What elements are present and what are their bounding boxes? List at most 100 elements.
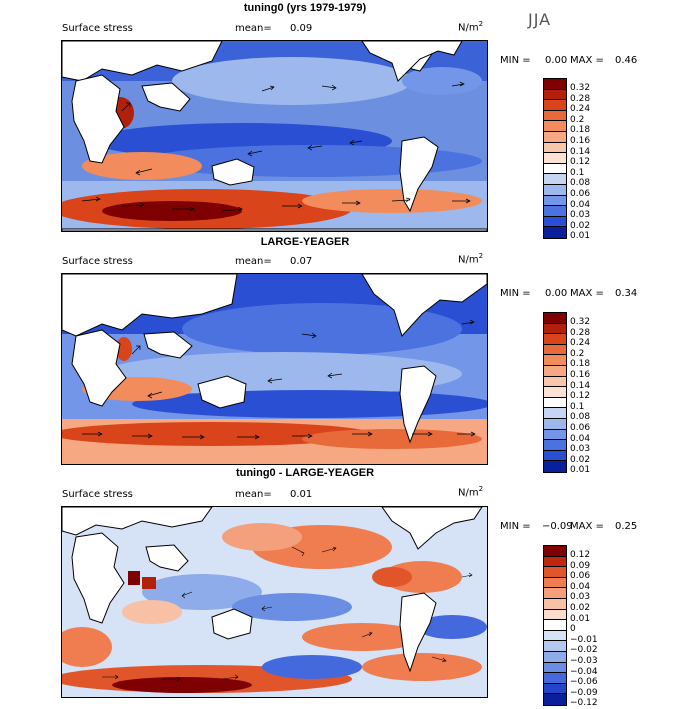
colorbar-swatch (544, 397, 566, 409)
panel-2-mean-value: 0.07 (290, 256, 313, 267)
panel-3-variable-label: Surface stress (62, 489, 133, 500)
colorbar-tick-label: 0.14 (570, 146, 591, 157)
colorbar-swatch (544, 673, 566, 684)
colorbar-swatch (544, 662, 566, 674)
colorbar-tick-label: 0.03 (570, 444, 591, 455)
colorbar-tick-label: 0.1 (570, 167, 585, 178)
panel-3-title: tuning0 - LARGE-YEAGER (235, 467, 375, 479)
colorbar-swatch (544, 100, 566, 111)
colorbar-tick-label: 0.1 (570, 401, 585, 412)
colorbar-tick-label: 0.08 (570, 178, 591, 189)
colorbar-tick-label: 0.03 (570, 592, 591, 603)
colorbar-swatch (544, 206, 566, 217)
colorbar-tick-label: 0.32 (570, 317, 591, 327)
panel-1-colorbar-labels: 0.32 0.28 0.24 0.2 0.18 0.16 0.14 0.12 0.1 0.08 0.… (570, 83, 590, 242)
colorbar-swatch (544, 153, 566, 164)
colorbar-tick-label: −0.01 (570, 634, 598, 645)
panel-2-variable-label: Surface stress (62, 256, 133, 267)
panel-1-map (61, 40, 488, 232)
colorbar-swatch (544, 131, 566, 143)
panel-3-min-value: −0.09 (542, 521, 573, 532)
panel-1-min-value: 0.00 (545, 55, 568, 66)
colorbar-swatch (544, 79, 566, 90)
colorbar-swatch (544, 89, 566, 101)
panel-1-map-graphic (62, 41, 487, 231)
panel-2-mean-label: mean= (235, 256, 272, 267)
colorbar-tick-label: −0.02 (570, 645, 598, 656)
panel-1-mean-label: mean= (235, 23, 272, 34)
panel-3-colorbar-labels: 0.12 0.09 0.06 0.04 0.03 0.02 0.01 0 −0.01 −0.02−… (570, 550, 598, 709)
colorbar-tick-label: 0.28 (570, 327, 591, 338)
colorbar-tick-label: 0.12 (570, 550, 591, 560)
colorbar-tick-label: 0.14 (570, 380, 591, 391)
colorbar-swatch (544, 184, 566, 196)
panel-3-min-label: MIN = (500, 521, 531, 532)
colorbar-tick-label: 0.06 (570, 188, 591, 199)
panel-1-max-value: 0.46 (615, 55, 638, 66)
colorbar-swatch (544, 609, 566, 621)
panel-2-title: LARGE-YEAGER (260, 236, 350, 248)
colorbar-swatch (544, 313, 566, 324)
colorbar-swatch (544, 355, 566, 366)
colorbar-swatch (544, 227, 566, 238)
colorbar-swatch (544, 408, 566, 419)
colorbar-swatch (544, 429, 566, 441)
season-label: JJA (528, 10, 552, 29)
panel-2-colorbar-labels: 0.32 0.28 0.24 0.2 0.18 0.16 0.14 0.12 0.1 0.08 0.… (570, 317, 590, 476)
colorbar-swatch (544, 461, 566, 472)
colorbar-swatch (544, 598, 566, 610)
colorbar-swatch (544, 683, 566, 695)
colorbar-tick-label: 0.04 (570, 433, 591, 444)
colorbar-tick-label: 0.01 (570, 465, 591, 476)
panel-1-mean-value: 0.09 (290, 23, 313, 34)
colorbar-swatch (544, 376, 566, 388)
colorbar-tick-label: 0.12 (570, 157, 591, 168)
colorbar-tick-label: 0.2 (570, 114, 585, 125)
colorbar-tick-label: 0.28 (570, 93, 591, 104)
colorbar-tick-label: 0.06 (570, 571, 591, 582)
colorbar-tick-label: −0.04 (570, 666, 598, 677)
colorbar-tick-label: 0.06 (570, 422, 591, 433)
panel-1-max-label: MAX = (570, 55, 604, 66)
colorbar-swatch (544, 630, 566, 642)
panel-2-min-label: MIN = (500, 288, 531, 299)
colorbar-tick-label: 0.24 (570, 104, 591, 115)
panel-3-max-value: 0.25 (615, 521, 638, 532)
colorbar-tick-label: 0.08 (570, 412, 591, 423)
panel-3-map (61, 506, 488, 698)
panel-2-max-label: MAX = (570, 288, 604, 299)
panel-1-units: N/m2 (458, 20, 484, 34)
panel-2-units: N/m2 (458, 252, 484, 266)
colorbar-swatch (544, 216, 566, 228)
colorbar-swatch (544, 323, 566, 335)
colorbar-tick-label: 0.01 (570, 231, 591, 242)
colorbar-tick-label: −0.06 (570, 677, 598, 688)
colorbar-tick-label: 0.16 (570, 369, 591, 380)
colorbar-swatch (544, 195, 566, 207)
colorbar-swatch (544, 556, 566, 568)
colorbar-tick-label: 0.01 (570, 613, 591, 624)
colorbar-tick-label: 0.04 (570, 199, 591, 210)
colorbar-swatch (544, 641, 566, 652)
colorbar-tick-label: 0.02 (570, 220, 591, 231)
panel-1-title: tuning0 (yrs 1979-1979) (243, 2, 367, 14)
colorbar-swatch (544, 163, 566, 175)
panel-3-units: N/m2 (458, 485, 484, 499)
colorbar-tick-label: 0.16 (570, 135, 591, 146)
colorbar-swatch (544, 344, 566, 356)
panel-3-mean-label: mean= (235, 489, 272, 500)
colorbar-swatch (544, 110, 566, 122)
colorbar-swatch (544, 174, 566, 185)
panel-3-map-graphic (62, 507, 487, 697)
colorbar-swatch (544, 588, 566, 599)
colorbar-swatch (544, 546, 566, 557)
colorbar-swatch (544, 651, 566, 663)
colorbar-swatch (544, 440, 566, 451)
colorbar-tick-label: 0.18 (570, 125, 591, 136)
colorbar-tick-label: 0 (570, 624, 576, 635)
colorbar-swatch (544, 365, 566, 377)
colorbar-tick-label: 0.12 (570, 391, 591, 402)
colorbar-tick-label: 0.18 (570, 359, 591, 370)
colorbar-swatch (544, 142, 566, 154)
colorbar-tick-label: 0.02 (570, 454, 591, 465)
